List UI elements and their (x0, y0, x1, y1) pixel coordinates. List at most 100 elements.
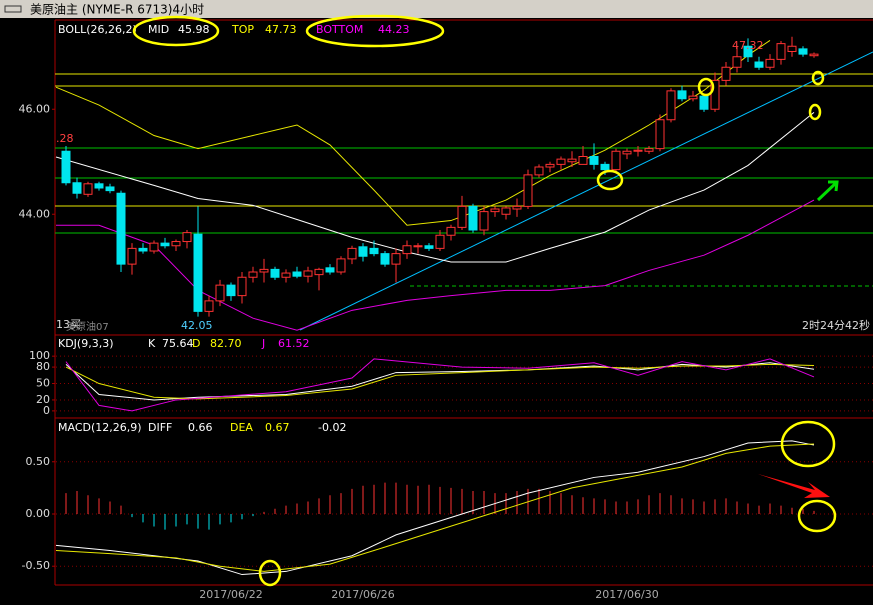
candle-body (677, 90, 687, 100)
frame (54, 19, 873, 586)
candle-body (567, 158, 577, 163)
readout: MID (148, 23, 169, 36)
y-tick-label: -0.50 (22, 559, 50, 572)
x-tick-label: 2017/06/22 (199, 588, 262, 601)
candle-body (699, 95, 709, 110)
indicator-line (55, 440, 815, 576)
candle-body (303, 270, 313, 277)
signal-label: 13买 (56, 318, 81, 331)
candle-body (501, 207, 511, 215)
indicator-line (65, 363, 815, 400)
y-tick-label: 0.50 (26, 455, 51, 468)
readout: BOLL(26,26,2) (58, 23, 137, 36)
readout: 0.66 (188, 421, 213, 434)
candle-body (446, 226, 456, 236)
y-tick-label: 50 (36, 377, 50, 390)
candle-body (391, 253, 401, 265)
y-tick-label: 20 (36, 393, 50, 406)
x-tick-label: 2017/06/26 (331, 588, 394, 601)
candle-body (171, 241, 181, 247)
readout: TOP (231, 23, 254, 36)
candle-body (292, 271, 302, 277)
candle-body (732, 56, 742, 68)
candle-body (578, 156, 588, 165)
x-tick-label: 2017/06/30 (595, 588, 658, 601)
candle-body (336, 258, 346, 273)
candle-body (358, 246, 368, 257)
y-tick-label: 0 (43, 404, 50, 417)
candle-body (72, 182, 82, 194)
candle-body (270, 268, 280, 278)
readout: BOTTOM (316, 23, 363, 36)
candle-body (204, 300, 214, 312)
indicator-line (55, 443, 815, 572)
drawn-levels (55, 51, 873, 331)
down-arrow (758, 474, 830, 498)
candle-body (534, 166, 544, 176)
indicator-line (65, 358, 815, 412)
candle-body (61, 150, 71, 184)
candle-body (380, 253, 390, 265)
low-label: 42.05 (181, 319, 213, 332)
title-bar (0, 0, 873, 18)
candle-body (710, 79, 720, 110)
candle-body (743, 45, 753, 58)
candle-body (809, 53, 819, 57)
candle-body (765, 58, 775, 68)
candle-body (622, 150, 632, 155)
candle-body (226, 284, 236, 297)
candle-body (105, 186, 115, 192)
window-icon (4, 5, 22, 13)
candle-body (798, 48, 808, 55)
candle-body (754, 61, 764, 68)
candle-body (402, 245, 412, 255)
y-tick-label: 100 (29, 349, 50, 362)
candle-body (237, 276, 247, 297)
candle-body (424, 245, 434, 249)
readout: DIFF (148, 421, 172, 434)
y-tick-label: 80 (36, 360, 50, 373)
readout: 45.98 (178, 23, 210, 36)
candle-body (160, 242, 170, 247)
readout: 75.64 (162, 337, 194, 350)
readout: -0.02 (318, 421, 346, 434)
highlight-circles (132, 14, 837, 587)
candle-body (644, 148, 654, 152)
candle-body (435, 234, 445, 249)
candle-body (325, 267, 335, 273)
up-arrow (816, 180, 839, 202)
candle-body (523, 174, 533, 207)
readout: 44.23 (378, 23, 410, 36)
high-label: 47.32 (732, 39, 764, 52)
readout: K (148, 337, 156, 350)
candle-body (556, 158, 566, 165)
candle-body (369, 247, 379, 255)
readout: DEA (230, 421, 253, 434)
candle-body (281, 272, 291, 278)
candle-body (457, 205, 467, 228)
readout: 0.67 (265, 421, 290, 434)
candle-body (215, 284, 225, 302)
readout: MACD(12,26,9) (58, 421, 142, 434)
y-tick-label: 44.00 (19, 207, 51, 220)
readout: 61.52 (278, 337, 310, 350)
plot: 46.00 44.00 BOLL(26,26,2) MID 45.98 TOP 47.73 B… (19, 23, 873, 601)
candle-body (633, 149, 643, 152)
candle-body (314, 268, 324, 276)
candle-body (688, 95, 698, 100)
candle-body (83, 183, 93, 195)
candle-body (479, 211, 489, 231)
contract-label: 美原油07 (66, 320, 109, 333)
candle-body (182, 232, 192, 243)
y-tick-label: 46.00 (19, 102, 51, 115)
candle-body (512, 205, 522, 210)
candle-body (721, 66, 731, 81)
candle-body (655, 119, 665, 150)
candle-body (666, 90, 676, 121)
readout: D (192, 337, 200, 350)
countdown: 2时24分42秒 (802, 318, 870, 332)
candle-body (347, 247, 357, 260)
candle-body (127, 247, 137, 265)
chart-title: 美原油主 (NYME-R 6713)4小时 (30, 3, 204, 17)
